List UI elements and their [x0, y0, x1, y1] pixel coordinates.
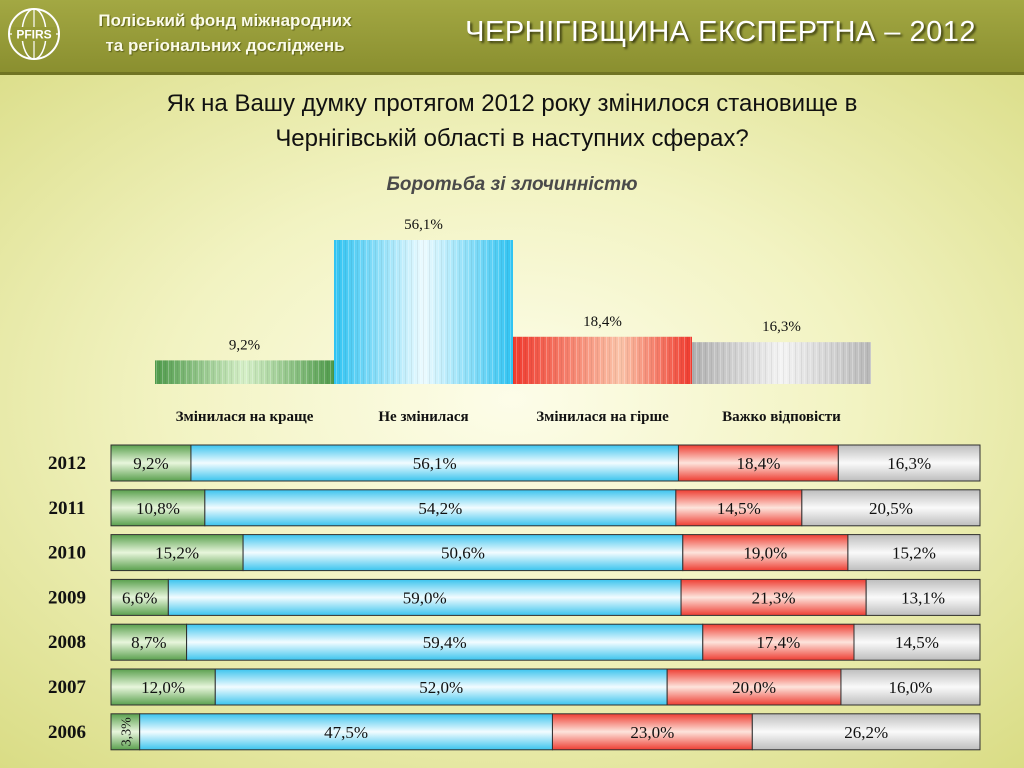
segment-worse-2012	[677, 444, 839, 482]
header-banner: PFIRS Поліський фонд міжнародних та регі…	[0, 0, 1024, 75]
segment-label-unchanged-2009: 59,0%	[403, 588, 447, 607]
pfirs-logo: PFIRS	[8, 8, 60, 60]
segment-unchanged-2007	[214, 668, 668, 706]
top-bar-chart: 9,2% Змінилася на краще 56,1% Не змінилася 1…	[155, 217, 871, 425]
segment-label-hard-2009: 13,1%	[901, 588, 945, 607]
segment-unchanged-2009	[167, 578, 682, 616]
segment-hard-2006	[751, 713, 981, 751]
segment-worse-2011	[675, 489, 803, 527]
year-label-2006: 2006	[48, 722, 86, 743]
segment-hard-2010	[847, 534, 981, 572]
segment-unchanged-2008	[186, 623, 704, 661]
year-label-2012: 2012	[48, 453, 86, 474]
org-line-2: та регіональних досліджень	[105, 36, 345, 55]
segment-unchanged-2010	[242, 534, 684, 572]
question-text: Як на Вашу думку протягом 2012 року змін…	[60, 86, 964, 156]
segment-hard-2009	[865, 578, 981, 616]
chart-subtitle: Боротьба зі злочинністю	[386, 174, 638, 195]
segment-better-2009	[110, 578, 169, 616]
segment-unchanged-2012	[190, 444, 679, 482]
bar-texture-worse	[513, 336, 692, 384]
question-line-1: Як на Вашу думку протягом 2012 року змін…	[166, 90, 858, 117]
segment-label-unchanged-2011: 54,2%	[418, 499, 462, 518]
bar-texture-hard	[692, 342, 871, 384]
segment-better-2010	[110, 534, 244, 572]
segment-label-better-2011: 10,8%	[136, 499, 180, 518]
bar-label-hard: 16,3%	[762, 319, 801, 335]
segment-label-hard-2008: 14,5%	[895, 633, 939, 652]
segment-label-unchanged-2012: 56,1%	[413, 454, 457, 473]
bar-label-better: 9,2%	[229, 337, 260, 353]
segment-label-unchanged-2010: 50,6%	[441, 544, 485, 563]
segment-label-worse-2010: 19,0%	[743, 544, 787, 563]
question-line-2: Чернігівській області в наступних сферах…	[275, 125, 749, 152]
logo-text: PFIRS	[16, 28, 51, 42]
segment-label-better-2008: 8,7%	[131, 633, 166, 652]
segment-label-hard-2007: 16,0%	[889, 678, 933, 697]
segment-label-unchanged-2006: 47,5%	[324, 723, 368, 742]
year-label-2007: 2007	[48, 677, 87, 698]
segment-worse-2009	[680, 578, 867, 616]
category-label-worse: Змінилася на гірше	[536, 409, 669, 425]
segment-label-better-2006: 3,3%	[119, 717, 134, 747]
year-label-2008: 2008	[48, 632, 86, 653]
segment-better-2007	[110, 668, 216, 706]
category-label-hard: Важко відповісти	[722, 409, 841, 425]
segment-unchanged-2011	[204, 489, 677, 527]
segment-label-better-2009: 6,6%	[122, 588, 157, 607]
segment-hard-2008	[853, 623, 981, 661]
segment-label-hard-2012: 16,3%	[887, 454, 931, 473]
segment-worse-2006	[551, 713, 753, 751]
segment-worse-2010	[682, 534, 849, 572]
segment-hard-2007	[840, 668, 981, 706]
bar-texture-unchanged	[334, 240, 513, 384]
segment-label-unchanged-2008: 59,4%	[423, 633, 467, 652]
segment-label-worse-2008: 17,4%	[756, 633, 800, 652]
document-title: ЧЕРНІГІВЩИНА ЕКСПЕРТНА – 2012	[465, 16, 976, 48]
segment-label-better-2012: 9,2%	[133, 454, 168, 473]
year-label-2009: 2009	[48, 587, 86, 608]
segment-worse-2008	[702, 623, 855, 661]
category-label-better: Змінилася на краще	[176, 409, 314, 425]
segment-label-hard-2010: 15,2%	[892, 544, 936, 563]
bar-label-worse: 18,4%	[583, 314, 622, 330]
segment-label-worse-2006: 23,0%	[630, 723, 674, 742]
segment-label-better-2010: 15,2%	[155, 544, 199, 563]
segment-label-better-2007: 12,0%	[141, 678, 185, 697]
segment-better-2012	[110, 444, 192, 482]
segment-label-unchanged-2007: 52,0%	[419, 678, 463, 697]
segment-label-worse-2012: 18,4%	[736, 454, 780, 473]
bar-label-unchanged: 56,1%	[404, 217, 443, 233]
bar-texture-better	[155, 360, 334, 384]
segment-label-hard-2006: 26,2%	[844, 723, 888, 742]
segment-label-worse-2009: 21,3%	[752, 588, 796, 607]
yearly-stacked-chart: 2012 9,2% 56,1% 18,4% 16,3% 2011 10,8% 54,2% 14,…	[48, 444, 981, 751]
segment-hard-2011	[801, 489, 981, 527]
category-label-unchanged: Не змінилася	[378, 409, 468, 425]
segment-hard-2012	[837, 444, 981, 482]
segment-label-worse-2011: 14,5%	[717, 499, 761, 518]
segment-label-worse-2007: 20,0%	[732, 678, 776, 697]
segment-better-2011	[110, 489, 206, 527]
year-label-2010: 2010	[48, 543, 86, 564]
segment-worse-2007	[666, 668, 842, 706]
organization-name: Поліський фонд міжнародних та регіональн…	[70, 8, 380, 58]
year-label-2011: 2011	[49, 498, 86, 519]
org-line-1: Поліський фонд міжнародних	[98, 11, 352, 30]
segment-label-hard-2011: 20,5%	[869, 499, 913, 518]
